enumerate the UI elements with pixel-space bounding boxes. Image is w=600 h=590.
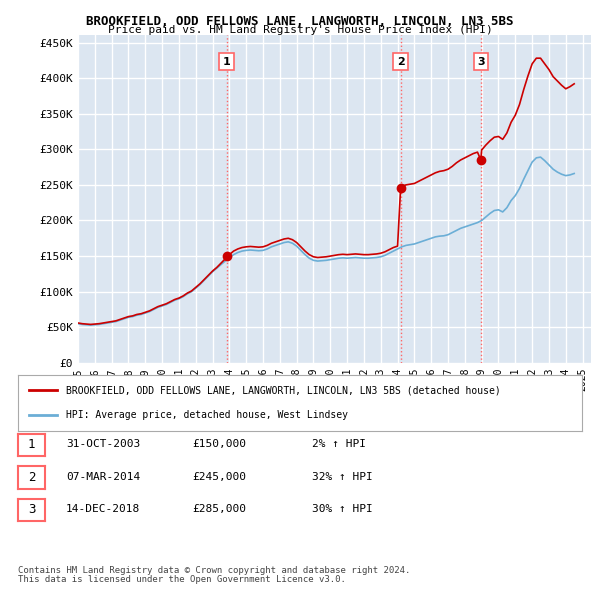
Text: 2: 2	[28, 471, 35, 484]
Text: 3: 3	[28, 503, 35, 516]
Text: 1: 1	[223, 57, 230, 67]
Text: BROOKFIELD, ODD FELLOWS LANE, LANGWORTH, LINCOLN, LN3 5BS (detached house): BROOKFIELD, ODD FELLOWS LANE, LANGWORTH,…	[66, 385, 500, 395]
Text: BROOKFIELD, ODD FELLOWS LANE, LANGWORTH, LINCOLN, LN3 5BS: BROOKFIELD, ODD FELLOWS LANE, LANGWORTH,…	[86, 15, 514, 28]
Text: 3: 3	[477, 57, 485, 67]
Text: This data is licensed under the Open Government Licence v3.0.: This data is licensed under the Open Gov…	[18, 575, 346, 584]
Text: 32% ↑ HPI: 32% ↑ HPI	[312, 472, 373, 481]
Text: £150,000: £150,000	[192, 440, 246, 449]
Text: 1: 1	[28, 438, 35, 451]
Text: 2% ↑ HPI: 2% ↑ HPI	[312, 440, 366, 449]
Text: 31-OCT-2003: 31-OCT-2003	[66, 440, 140, 449]
Text: £285,000: £285,000	[192, 504, 246, 514]
Text: 2: 2	[397, 57, 404, 67]
Text: HPI: Average price, detached house, West Lindsey: HPI: Average price, detached house, West…	[66, 410, 348, 420]
Text: 30% ↑ HPI: 30% ↑ HPI	[312, 504, 373, 514]
Text: Price paid vs. HM Land Registry's House Price Index (HPI): Price paid vs. HM Land Registry's House …	[107, 25, 493, 35]
Text: £245,000: £245,000	[192, 472, 246, 481]
Text: Contains HM Land Registry data © Crown copyright and database right 2024.: Contains HM Land Registry data © Crown c…	[18, 566, 410, 575]
Text: 07-MAR-2014: 07-MAR-2014	[66, 472, 140, 481]
Text: 14-DEC-2018: 14-DEC-2018	[66, 504, 140, 514]
